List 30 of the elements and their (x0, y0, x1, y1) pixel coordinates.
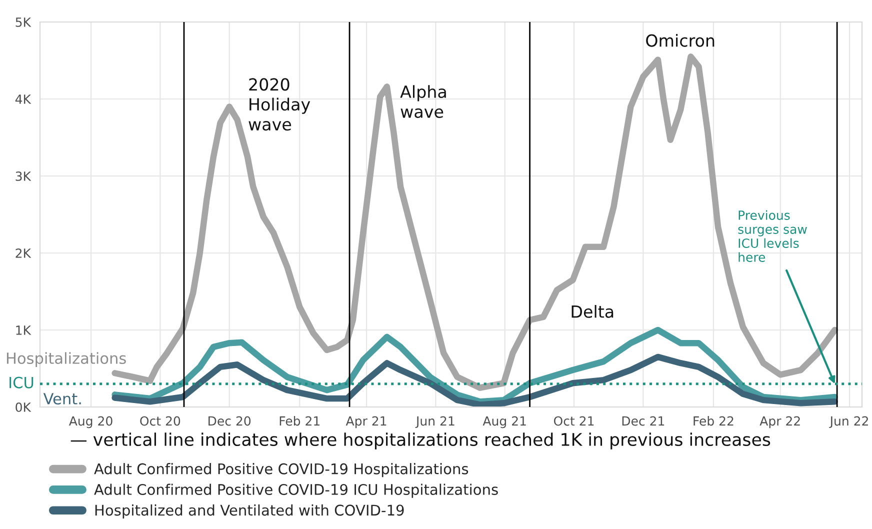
x-tick-label: Jun 22 (829, 416, 868, 428)
x-tick-label: Aug 21 (482, 416, 526, 428)
y-tick-label: 0K (16, 402, 32, 412)
text: — vertical line indicates where hospitalizations reached 1K in previous increases (70, 432, 770, 450)
x-tick-label: Feb 21 (280, 416, 320, 426)
annotation: Previous surges saw ICU levels here (738, 210, 807, 262)
x-tick-label: Apr 22 (760, 416, 800, 428)
legend-label: Adult Confirmed Positive COVID-19 ICU Hospitalizations (94, 484, 498, 498)
x-tick-label: Aug 20 (68, 416, 112, 428)
x-tick-label: Dec 21 (622, 416, 664, 426)
y-tick-label: 1K (16, 326, 32, 335)
y-tick-label: 4K (15, 94, 32, 104)
legend-label: Adult Confirmed Positive COVID-19 Hospitalizations (94, 463, 468, 478)
ref-line-label: ICU (10, 376, 34, 388)
annotation: Vent. (43, 393, 81, 405)
x-tick-label: Oct 20 (140, 416, 180, 426)
annotation: 2020 Holiday wave (248, 78, 310, 131)
x-tick-label: Oct 21 (554, 416, 594, 426)
x-tick-label: Apr 21 (346, 416, 386, 428)
annotation: Hospitalizations (6, 352, 126, 367)
y-tick-label: 5K (16, 18, 32, 27)
annotation: Omicron (646, 34, 714, 47)
annotation: Alpha wave (400, 85, 446, 118)
legend-label: Hospitalized and Ventilated with COVID-19 (95, 504, 404, 519)
annotation: Delta (572, 304, 614, 318)
y-tick-label: 3K (16, 171, 32, 181)
x-tick-label: Feb 22 (694, 416, 734, 426)
y-tick-label: 2K (16, 248, 32, 258)
x-tick-label: Jun 21 (415, 416, 454, 428)
x-tick-label: Dec 20 (208, 416, 251, 426)
